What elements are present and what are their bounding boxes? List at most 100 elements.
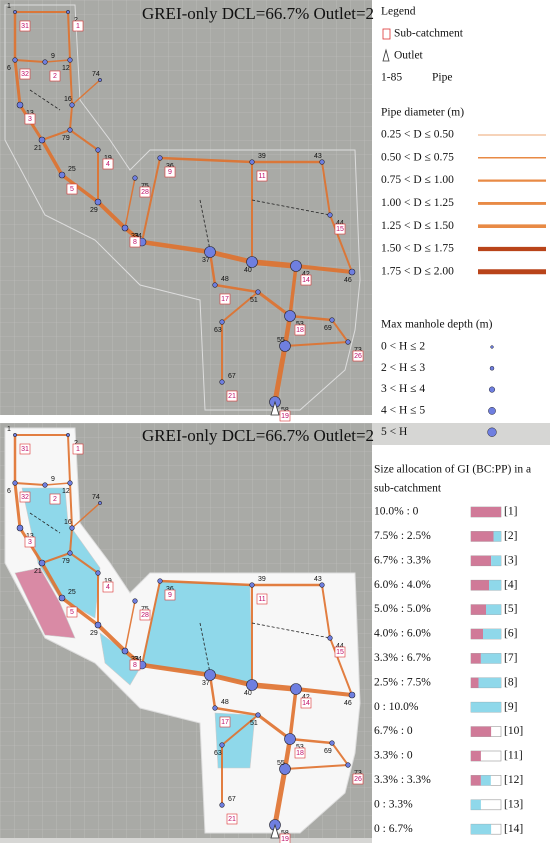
subcatchment-box <box>49 493 61 505</box>
manhole <box>67 57 73 63</box>
manhole <box>58 171 66 179</box>
pipe <box>207 672 255 688</box>
pipe-label: 16 <box>64 519 72 526</box>
swatch-bc <box>471 531 494 542</box>
pipe <box>272 766 288 828</box>
allocation-code: [10] <box>504 725 523 737</box>
subcatchment-label: 17 <box>221 719 229 726</box>
pipe-label: 12 <box>62 488 70 495</box>
pipe-label: 1 <box>7 426 11 433</box>
manhole <box>290 683 302 695</box>
subcatchment-box <box>19 68 31 80</box>
depth-symbol <box>488 386 496 393</box>
pipe-label: 73 <box>354 770 362 777</box>
manhole <box>290 260 302 272</box>
pipe <box>67 11 71 61</box>
pipe <box>41 129 71 141</box>
pipe <box>139 662 213 678</box>
pipe-label: 13 <box>26 110 34 117</box>
pipe-label: 53 <box>296 744 304 751</box>
manhole <box>348 691 356 699</box>
subcatchment-label: 3 <box>28 116 32 123</box>
subcatchment-box <box>66 183 78 195</box>
subcatchment-label: 18 <box>296 750 304 757</box>
subcatchment-box <box>226 813 238 825</box>
pipe <box>331 319 349 343</box>
pipe-label: 67 <box>228 373 236 380</box>
top-legend-panel <box>372 0 550 420</box>
manhole <box>13 10 17 14</box>
subcatchment-box <box>256 170 268 182</box>
pipe-label: 6 <box>7 65 11 72</box>
pipe <box>329 214 353 273</box>
pipe-label: 25 <box>68 589 76 596</box>
pipe-label: 75 <box>141 183 149 190</box>
manhole <box>219 802 225 808</box>
pipe <box>71 502 101 529</box>
pipe-label: 74 <box>92 71 100 78</box>
swatch-bc <box>471 580 489 591</box>
pipe-label: 34 <box>134 233 142 240</box>
pipe <box>321 161 331 216</box>
allocation-code: [12] <box>504 774 523 786</box>
depth-symbol <box>490 345 494 349</box>
outlet <box>270 400 280 416</box>
allocation-code: [14] <box>504 823 523 835</box>
manhole <box>249 159 255 165</box>
pipe <box>288 314 334 322</box>
manhole <box>94 198 102 206</box>
subcatchment-box <box>102 158 114 170</box>
top-map: 1269121316192125293334363739404243444648… <box>0 0 372 422</box>
pipe <box>221 291 259 323</box>
map-base <box>0 0 372 415</box>
swatch-pp <box>483 629 501 639</box>
pipe-label: 36 <box>166 586 174 593</box>
manhole <box>132 175 138 181</box>
depth-label: 0 < H ≤ 2 <box>381 341 425 353</box>
depth-symbol <box>489 366 495 371</box>
pipe <box>69 104 73 131</box>
pipe-label: 42 <box>302 271 310 278</box>
subcatchment-label: 9 <box>168 592 172 599</box>
bottom-legend-panel <box>372 445 550 843</box>
subcatchment-label: 21 <box>228 816 236 823</box>
allocation-ratio: 0 : 6.7% <box>374 823 413 835</box>
pipe-label: 58 <box>281 407 289 414</box>
manhole <box>66 433 70 437</box>
subcatchment-box <box>294 747 306 759</box>
depth-label: 2 < H ≤ 3 <box>381 362 425 374</box>
pipe-label: 29 <box>90 630 98 637</box>
pipe-label: 19 <box>104 155 112 162</box>
manhole <box>12 480 18 486</box>
manhole <box>345 339 351 345</box>
subcatchment-label: 11 <box>258 173 265 180</box>
subcatchment-box <box>294 324 306 336</box>
subcatchment-box <box>300 697 312 709</box>
pipe <box>288 264 298 318</box>
pipe-label: 63 <box>214 327 222 334</box>
manhole <box>219 319 225 325</box>
subcatchment-box <box>102 581 114 593</box>
pipe-range: 1-85 <box>381 72 402 84</box>
pipe-label: 29 <box>90 207 98 214</box>
swatch-pp <box>478 677 501 688</box>
subcatchment-label: 21 <box>228 393 236 400</box>
subcatchment-label: 26 <box>354 776 362 783</box>
diameter-title: Pipe diameter (m) <box>381 107 464 119</box>
subcatchment-box <box>139 186 151 198</box>
subcatchment-label: 3 <box>28 539 32 546</box>
manhole <box>157 155 163 161</box>
dashed-link <box>199 199 211 251</box>
manhole <box>279 340 291 352</box>
diameter-label: 1.50 < D ≤ 1.75 <box>381 243 454 255</box>
pipe <box>14 482 46 486</box>
subcatchment-label: 26 <box>354 353 362 360</box>
pipe <box>294 687 354 697</box>
pipe <box>321 584 331 639</box>
manhole <box>255 712 261 718</box>
manhole <box>204 669 216 681</box>
pipe-label: 69 <box>324 325 332 332</box>
swatch-pp <box>491 555 501 566</box>
manhole <box>329 317 335 323</box>
pipe-label: 1 <box>7 3 11 10</box>
